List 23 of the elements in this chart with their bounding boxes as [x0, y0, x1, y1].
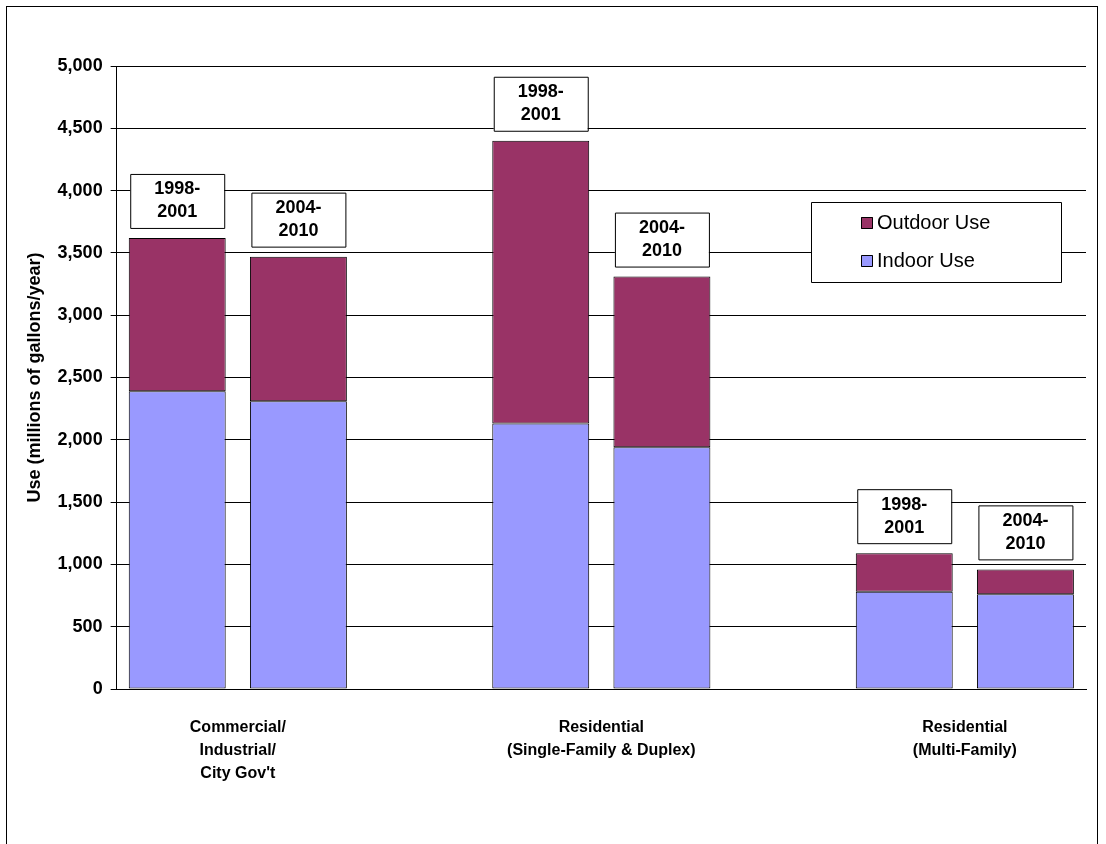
y-tick-label: 3,000 — [57, 304, 103, 325]
x-tick-label: 2004-2010 — [275, 197, 322, 241]
y-tick-label: 1,000 — [57, 553, 103, 574]
text: Commercial/ Industrial/ City Gov't — [189, 718, 287, 782]
y-tick-label: 0 — [92, 677, 103, 698]
y-tick-label: 2,000 — [57, 428, 103, 449]
x-tick-label: 1998-2001 — [517, 81, 564, 125]
y-tick-label: 4,000 — [57, 179, 103, 200]
x-tick-label: 2004-2010 — [638, 217, 685, 261]
y-tick-label: 1,500 — [57, 491, 103, 512]
y-tick-label: 5,000 — [57, 54, 103, 75]
y-tick-label: 500 — [72, 615, 103, 636]
y-tick-label: 3,500 — [57, 241, 103, 262]
x-tick-label: 1998-2001 — [881, 493, 928, 537]
text: Residential (Multi-Family) — [912, 718, 1017, 759]
y-axis-title: Use (millions of gallons/year) — [23, 252, 44, 503]
y-tick-label: 2,500 — [57, 366, 103, 387]
x-tick-label: 1998-2001 — [154, 178, 201, 222]
legend-label: Outdoor Use — [877, 210, 991, 233]
text: Residential (Single-Family & Duplex) — [507, 718, 696, 759]
legend-label: Indoor Use — [877, 248, 975, 271]
y-tick-label: 4,500 — [57, 117, 103, 138]
x-tick-label: 2004-2010 — [1002, 509, 1049, 553]
